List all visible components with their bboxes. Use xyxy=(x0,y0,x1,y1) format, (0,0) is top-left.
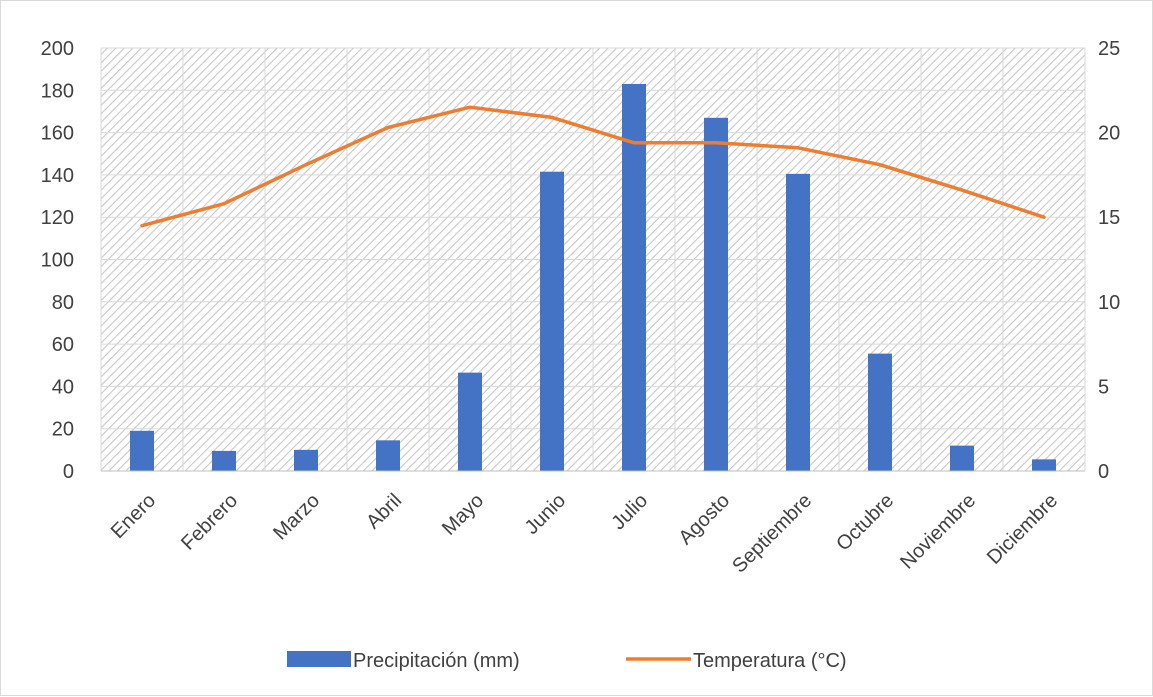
y-left-tick-label: 20 xyxy=(52,419,74,441)
precipitation-bar xyxy=(458,372,482,471)
x-category-label: Diciembre xyxy=(983,490,1062,569)
temperature-line xyxy=(140,105,1046,228)
x-category-label: Marzo xyxy=(269,490,324,545)
precipitation-bar xyxy=(868,353,892,471)
precipitation-bar xyxy=(212,450,236,471)
x-category-label: Octubre xyxy=(832,490,898,556)
y-right-tick-label: 15 xyxy=(1098,207,1120,229)
y-left-tick-label: 100 xyxy=(41,250,74,272)
y-right-tick-label: 0 xyxy=(1098,461,1109,483)
x-category-label: Septiembre xyxy=(728,490,816,578)
x-category-label: Junio xyxy=(521,490,570,539)
precipitation-bar xyxy=(376,440,400,471)
y-left-tick-label: 60 xyxy=(52,334,74,356)
precipitation-bar xyxy=(622,83,646,471)
legend: Precipitación (mm) Temperatura (°C) xyxy=(287,650,847,672)
x-category-label: Enero xyxy=(107,490,160,543)
precipitation-bars xyxy=(130,83,1056,472)
gridlines xyxy=(100,47,1086,472)
y-left-tick-label: 140 xyxy=(41,165,74,187)
legend-swatch-precipitation xyxy=(287,651,351,667)
y-left-tick-label: 200 xyxy=(41,38,74,60)
y-left-tick-label: 180 xyxy=(41,80,74,102)
y-right-tick-label: 10 xyxy=(1098,292,1120,314)
y-right-tick-label: 5 xyxy=(1098,376,1109,398)
y-right-tick-label: 20 xyxy=(1098,123,1120,145)
y-left-tick-label: 80 xyxy=(52,292,74,314)
precipitation-bar xyxy=(294,449,318,471)
x-category-label: Noviembre xyxy=(896,490,980,574)
x-category-label: Abril xyxy=(362,490,406,534)
x-category-label: Agosto xyxy=(675,490,735,550)
precipitation-bar xyxy=(540,171,564,472)
x-category-label: Febrero xyxy=(177,490,242,555)
precipitation-bar xyxy=(1032,459,1056,471)
precipitation-bar xyxy=(786,173,810,471)
legend-label-temperature: Temperatura (°C) xyxy=(693,650,847,672)
x-category-label: Mayo xyxy=(438,490,488,540)
y-left-tick-label: 160 xyxy=(41,123,74,145)
precipitation-bar xyxy=(704,117,728,472)
y-right-tick-label: 25 xyxy=(1098,38,1120,60)
x-category-label: Julio xyxy=(607,490,652,535)
precipitation-bar xyxy=(130,430,154,471)
precipitation-bar xyxy=(950,445,974,471)
y-left-tick-label: 120 xyxy=(41,207,74,229)
legend-label-precipitation: Precipitación (mm) xyxy=(353,650,520,672)
y-left-tick-label: 0 xyxy=(63,461,74,483)
temperature-line-layer xyxy=(140,105,1046,228)
y-left-tick-label: 40 xyxy=(52,376,74,398)
